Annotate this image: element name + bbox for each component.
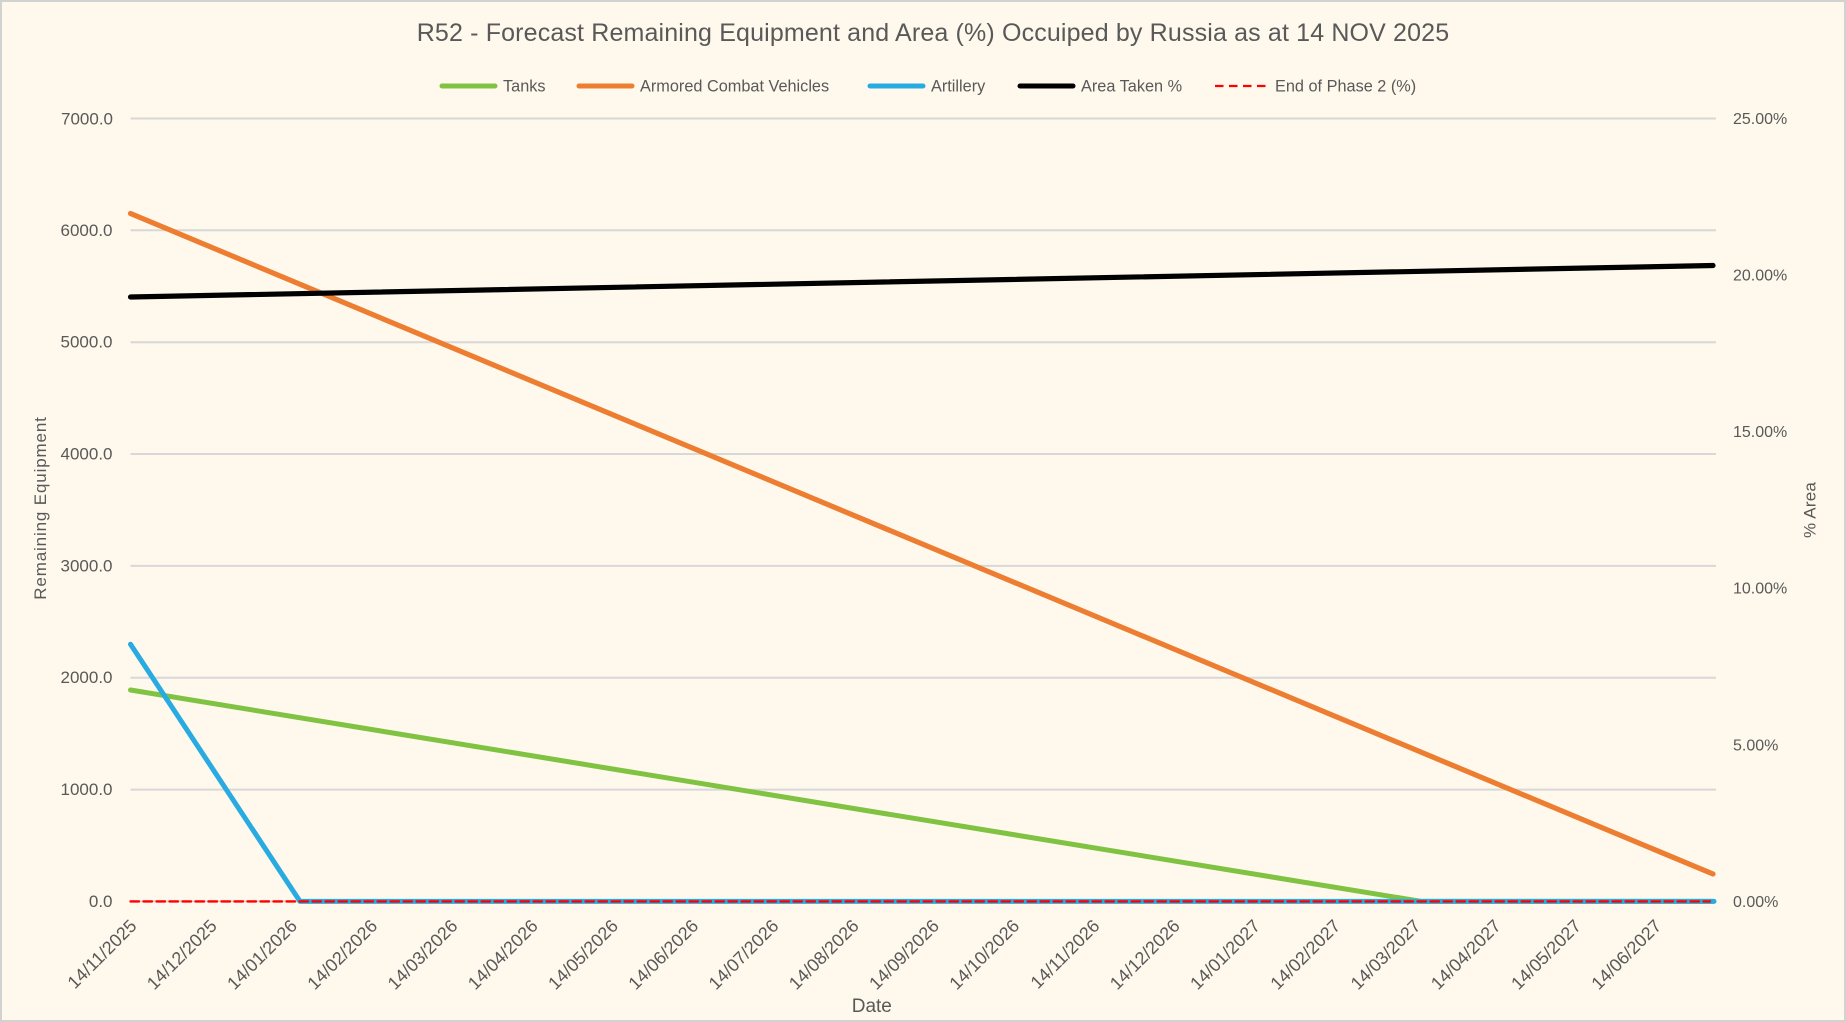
svg-text:% Area: % Area: [1801, 482, 1820, 538]
svg-text:Date: Date: [852, 996, 892, 1017]
svg-text:3000.0: 3000.0: [61, 556, 113, 575]
svg-text:0.0: 0.0: [89, 892, 113, 911]
svg-text:4000.0: 4000.0: [61, 445, 113, 464]
svg-text:Artillery: Artillery: [931, 78, 986, 96]
svg-text:0.00%: 0.00%: [1733, 894, 1778, 911]
svg-text:Armored Combat Vehicles: Armored Combat Vehicles: [640, 78, 829, 96]
svg-text:7000.0: 7000.0: [61, 110, 113, 129]
svg-text:15.00%: 15.00%: [1733, 424, 1787, 441]
svg-text:2000.0: 2000.0: [61, 668, 113, 687]
svg-text:5.00%: 5.00%: [1733, 737, 1778, 754]
svg-text:End of Phase 2 (%): End of Phase 2 (%): [1275, 78, 1416, 96]
svg-text:25.00%: 25.00%: [1733, 111, 1787, 128]
svg-text:5000.0: 5000.0: [61, 333, 113, 352]
svg-text:10.00%: 10.00%: [1733, 581, 1787, 598]
svg-text:Area Taken %: Area Taken %: [1081, 78, 1182, 96]
svg-text:6000.0: 6000.0: [61, 221, 113, 240]
svg-text:20.00%: 20.00%: [1733, 268, 1787, 285]
svg-text:1000.0: 1000.0: [61, 780, 113, 799]
svg-text:Tanks: Tanks: [503, 78, 546, 96]
svg-text:R52 - Forecast Remaining Equip: R52 - Forecast Remaining Equipment and A…: [417, 19, 1450, 47]
svg-text:Remaining Equipment: Remaining Equipment: [31, 416, 50, 599]
